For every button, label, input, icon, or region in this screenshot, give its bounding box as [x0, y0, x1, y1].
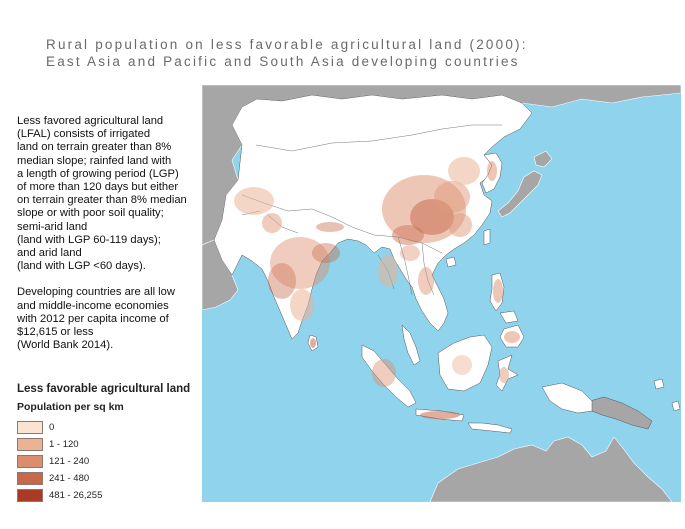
description-paragraph-1: Less favored agricultural land (LFAL) co…	[17, 115, 217, 273]
legend-subtitle: Population per sq km	[17, 401, 124, 413]
other-land-australia	[429, 436, 673, 502]
legend-label: 121 - 240	[49, 456, 90, 467]
description-line: semi-arid land	[17, 220, 88, 233]
land-philippines-visayas	[499, 310, 519, 324]
description-line: Less favored agricultural land	[17, 115, 164, 127]
legend-item: 1 - 120	[17, 436, 207, 453]
description-line: land on terrain greater than 8%	[17, 141, 172, 154]
description-line: $12,615 or less	[17, 326, 94, 339]
other-land-new-guinea-east	[589, 396, 653, 430]
description-line: with 2012 per capita income of	[17, 312, 169, 325]
description-line: median slope; rainfed land with	[17, 154, 172, 167]
legend-swatch	[17, 438, 43, 451]
legend-label: 241 - 480	[49, 473, 90, 484]
other-land-japan	[497, 170, 543, 218]
legend-item: 241 - 480	[17, 470, 207, 487]
description-text: Less favored agricultural land (LFAL) co…	[17, 115, 217, 352]
description-line: Developing countries are all low	[17, 286, 175, 299]
land-borneo	[437, 334, 493, 392]
legend-label: 1 - 120	[49, 439, 79, 450]
map-title: Rural population on less favorable agric…	[46, 36, 666, 70]
description-line: and middle-income economies	[17, 299, 169, 312]
description-line: of more than 120 days but either	[17, 181, 179, 194]
description-paragraph-2: Developing countries are all low and mid…	[17, 286, 217, 352]
land-malay-peninsula	[401, 324, 421, 366]
map-canvas	[202, 85, 681, 502]
description-line: and arid land	[17, 247, 82, 260]
legend-item: 121 - 240	[17, 453, 207, 470]
legend-swatch	[17, 489, 43, 502]
land-pacific-islands	[653, 378, 681, 412]
land-philippines-luzon	[489, 272, 505, 312]
description-line: (LFAL) consists of irrigated	[17, 128, 151, 141]
description-line: a length of growing period (LGP)	[17, 167, 179, 180]
description-line: on terrain greater than 8% median	[17, 194, 187, 207]
description-line: (land with LGP 60-119 days);	[17, 233, 161, 246]
legend-title: Less favorable agricultural land	[17, 383, 191, 395]
description-line: (World Bank 2014).	[17, 339, 114, 352]
legend-label: 481 - 26,255	[49, 490, 103, 501]
land-korea	[481, 152, 503, 194]
legend-swatch	[17, 455, 43, 468]
map-legend: Less favorable agricultural land Populat…	[17, 383, 207, 504]
legend-item: 481 - 26,255	[17, 487, 207, 504]
legend-swatch	[17, 421, 43, 434]
land-sumatra	[361, 344, 417, 408]
land-asia-mainland	[213, 94, 533, 340]
legend-swatch	[17, 472, 43, 485]
land-new-guinea-west	[541, 382, 593, 414]
map-title-line-2: East Asia and Pacific and South Asia dev…	[46, 54, 520, 69]
land-philippines-mindanao	[499, 324, 525, 348]
legend-item: 0	[17, 419, 207, 436]
land-taiwan	[483, 228, 491, 246]
map-title-line-1: Rural population on less favorable agric…	[46, 37, 528, 52]
density-overlay	[234, 157, 520, 419]
description-line: slope or with poor soil quality;	[17, 207, 164, 220]
other-land-hokkaido	[533, 150, 553, 168]
land-sulawesi	[495, 354, 519, 392]
legend-label: 0	[49, 422, 55, 433]
land-hainan	[445, 256, 457, 268]
land-nusa-tenggara	[467, 422, 513, 434]
description-line: (land with LGP <60 days).	[17, 260, 146, 273]
